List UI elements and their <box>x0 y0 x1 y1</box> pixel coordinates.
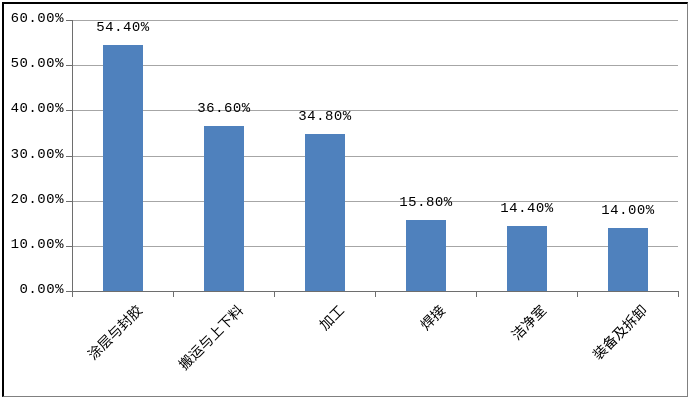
x-axis-tick <box>678 292 679 297</box>
bar-value-label: 36.60% <box>197 101 251 117</box>
gridline <box>73 65 678 67</box>
bar <box>103 45 143 291</box>
bar <box>608 228 648 291</box>
bar-value-label: 54.40% <box>96 20 150 36</box>
y-axis-tick <box>66 65 72 67</box>
x-axis-tick <box>577 292 578 297</box>
x-axis-tick <box>274 292 275 297</box>
y-axis-tick <box>66 200 72 202</box>
gridline <box>73 245 678 247</box>
y-axis-label: 50.00% <box>10 56 64 73</box>
y-axis-label: 0.00% <box>19 282 64 298</box>
y-axis-tick <box>66 245 72 247</box>
y-axis-tick <box>66 155 72 157</box>
bar <box>406 220 446 291</box>
y-axis-tick <box>66 20 72 21</box>
gridline <box>73 110 678 112</box>
x-axis-line <box>72 291 679 292</box>
y-axis-label: 20.00% <box>10 191 64 208</box>
y-axis-label: 40.00% <box>10 101 64 118</box>
bar-value-label: 14.00% <box>601 203 655 219</box>
x-axis-tick <box>72 292 73 297</box>
x-axis-tick <box>476 292 477 297</box>
bar-value-label: 14.40% <box>500 201 554 217</box>
x-axis-tick <box>173 292 174 297</box>
y-axis-label: 30.00% <box>10 146 64 163</box>
y-axis-label: 10.00% <box>10 236 64 253</box>
bar <box>305 134 345 291</box>
gridline <box>73 20 678 21</box>
y-axis-line <box>72 20 73 292</box>
y-axis-tick <box>66 110 72 112</box>
bar <box>507 226 547 291</box>
bar-value-label: 15.80% <box>399 195 453 211</box>
y-axis-label: 60.00% <box>10 11 64 27</box>
bar <box>204 126 244 291</box>
x-axis-tick <box>375 292 376 297</box>
bar-value-label: 34.80% <box>298 109 352 125</box>
gridline <box>73 155 678 157</box>
gridline <box>73 200 678 202</box>
y-axis-tick <box>66 291 72 292</box>
